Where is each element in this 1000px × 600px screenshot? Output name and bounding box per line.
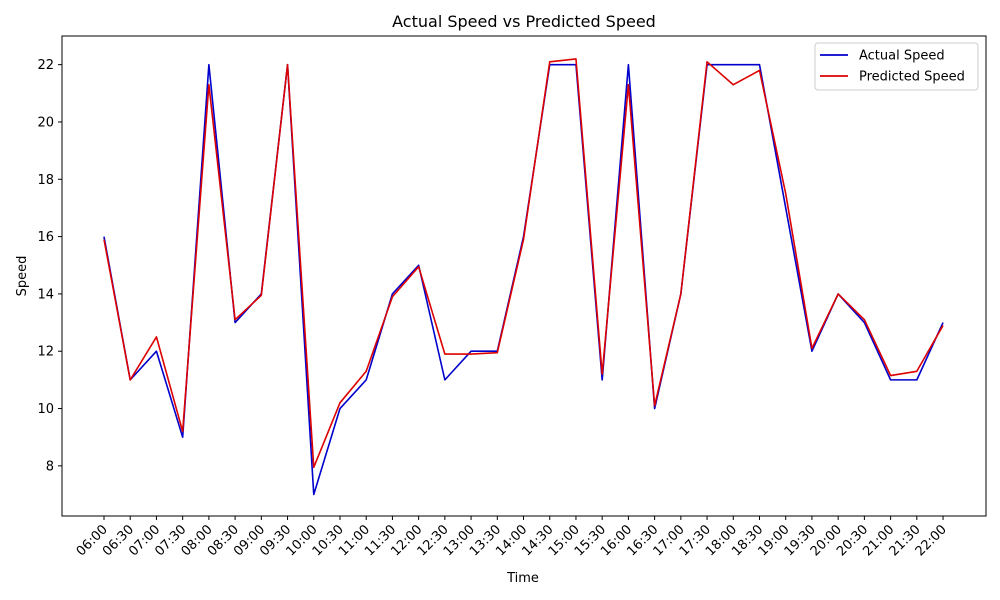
series-layer (103, 58, 944, 496)
y-tick-label: 18 (37, 173, 54, 188)
x-axis-title: Time (506, 571, 539, 586)
y-tick-label: 20 (37, 115, 54, 130)
chart-title: Actual Speed vs Predicted Speed (392, 12, 656, 31)
y-tick-label: 16 (37, 230, 54, 245)
y-axis-title: Speed (15, 256, 30, 297)
series-line-1 (103, 58, 944, 469)
y-axis: 8 10 12 14 16 18 20 22 (37, 58, 62, 474)
y-tick-label: 22 (37, 58, 54, 73)
y-tick-label: 8 (46, 459, 54, 474)
legend-label: Predicted Speed (859, 70, 965, 85)
x-axis: 06:0006:3007:0007:3008:0008:3009:0009:30… (74, 516, 950, 559)
legend-label: Actual Speed (859, 49, 945, 64)
y-tick-label: 14 (37, 287, 54, 302)
y-tick-label: 10 (37, 402, 54, 417)
legend-box (814, 42, 979, 91)
y-tick-label: 12 (37, 345, 54, 360)
plot-frame (61, 35, 987, 517)
legend: Actual Speed Predicted Speed (814, 42, 979, 91)
